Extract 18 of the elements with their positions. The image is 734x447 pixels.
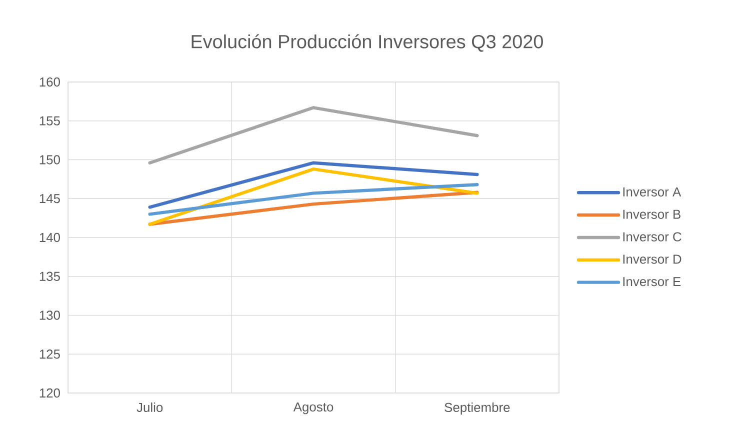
legend-label: Inversor D [623, 254, 682, 264]
y-tick-label: 125 [40, 350, 60, 359]
y-tick-label: 145 [40, 194, 60, 204]
y-tick-label: 155 [40, 116, 60, 126]
y-tick-label: 135 [40, 272, 60, 281]
y-tick-label: 130 [40, 310, 60, 320]
y-tick-label: 140 [40, 232, 60, 242]
chart-title: Evolución Producción Inversores Q3 2020 [192, 34, 543, 52]
legend-label: Inversor E [623, 277, 681, 286]
legend-label: Inversor B [623, 210, 680, 219]
y-tick-label: 120 [40, 388, 60, 398]
x-tick-label: Agosto [293, 402, 334, 414]
x-tick-label: Septiembre [444, 402, 510, 415]
y-tick-label: 150 [40, 155, 60, 164]
legend-label: Inversor A [623, 187, 682, 196]
legend-label: Inversor C [623, 232, 682, 242]
x-tick-label: Julio [136, 402, 163, 412]
y-tick-label: 160 [40, 77, 60, 87]
